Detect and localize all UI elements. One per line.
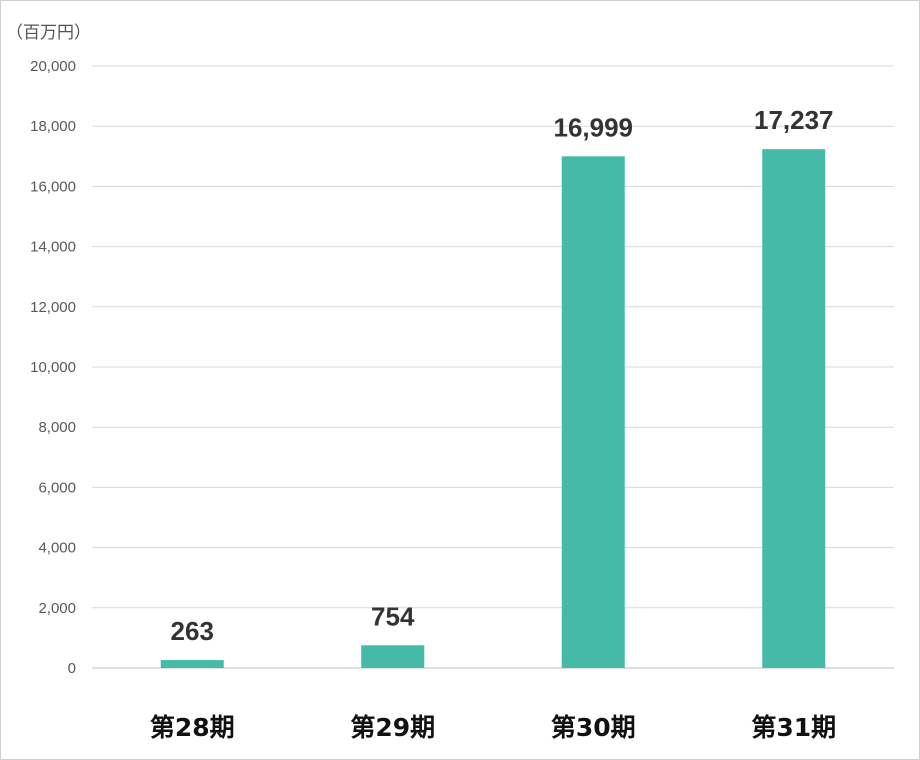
y-tick-label: 16,000: [30, 178, 76, 195]
x-tick-label: 第30期: [551, 713, 636, 742]
data-labels: 263 754 16,999 17,237: [171, 105, 834, 646]
data-label: 263: [171, 616, 214, 646]
y-tick-label: 4,000: [38, 540, 76, 557]
gridlines: [92, 65, 894, 669]
y-tick-label: 8,000: [38, 419, 76, 436]
data-label: 16,999: [553, 112, 633, 142]
x-tick-label: 第29期: [350, 713, 435, 742]
bar: [361, 645, 425, 668]
data-label: 754: [371, 601, 415, 631]
x-tick-label: 第28期: [150, 713, 235, 742]
y-tick-label: 10,000: [30, 359, 76, 376]
bar: [160, 660, 224, 668]
bar: [762, 149, 826, 668]
y-tick-label: 20,000: [30, 58, 76, 75]
y-tick-label: 14,000: [30, 239, 76, 256]
y-tick-label: 6,000: [38, 479, 76, 496]
x-axis-ticks: 第28期 第29期 第30期 第31期: [150, 713, 836, 742]
unit-label: （百万円）: [6, 23, 91, 43]
y-tick-label: 2,000: [38, 600, 76, 617]
y-tick-label: 12,000: [30, 299, 76, 316]
bar: [561, 156, 625, 669]
x-tick-label: 第31期: [751, 713, 836, 742]
bars: [160, 149, 826, 669]
y-tick-label: 18,000: [30, 118, 76, 135]
y-tick-label: 0: [68, 660, 76, 677]
data-label: 17,237: [754, 105, 834, 135]
y-axis-ticks: 0 2,000 4,000 6,000 8,000 10,000 12,000 14,000 1…: [30, 58, 76, 677]
